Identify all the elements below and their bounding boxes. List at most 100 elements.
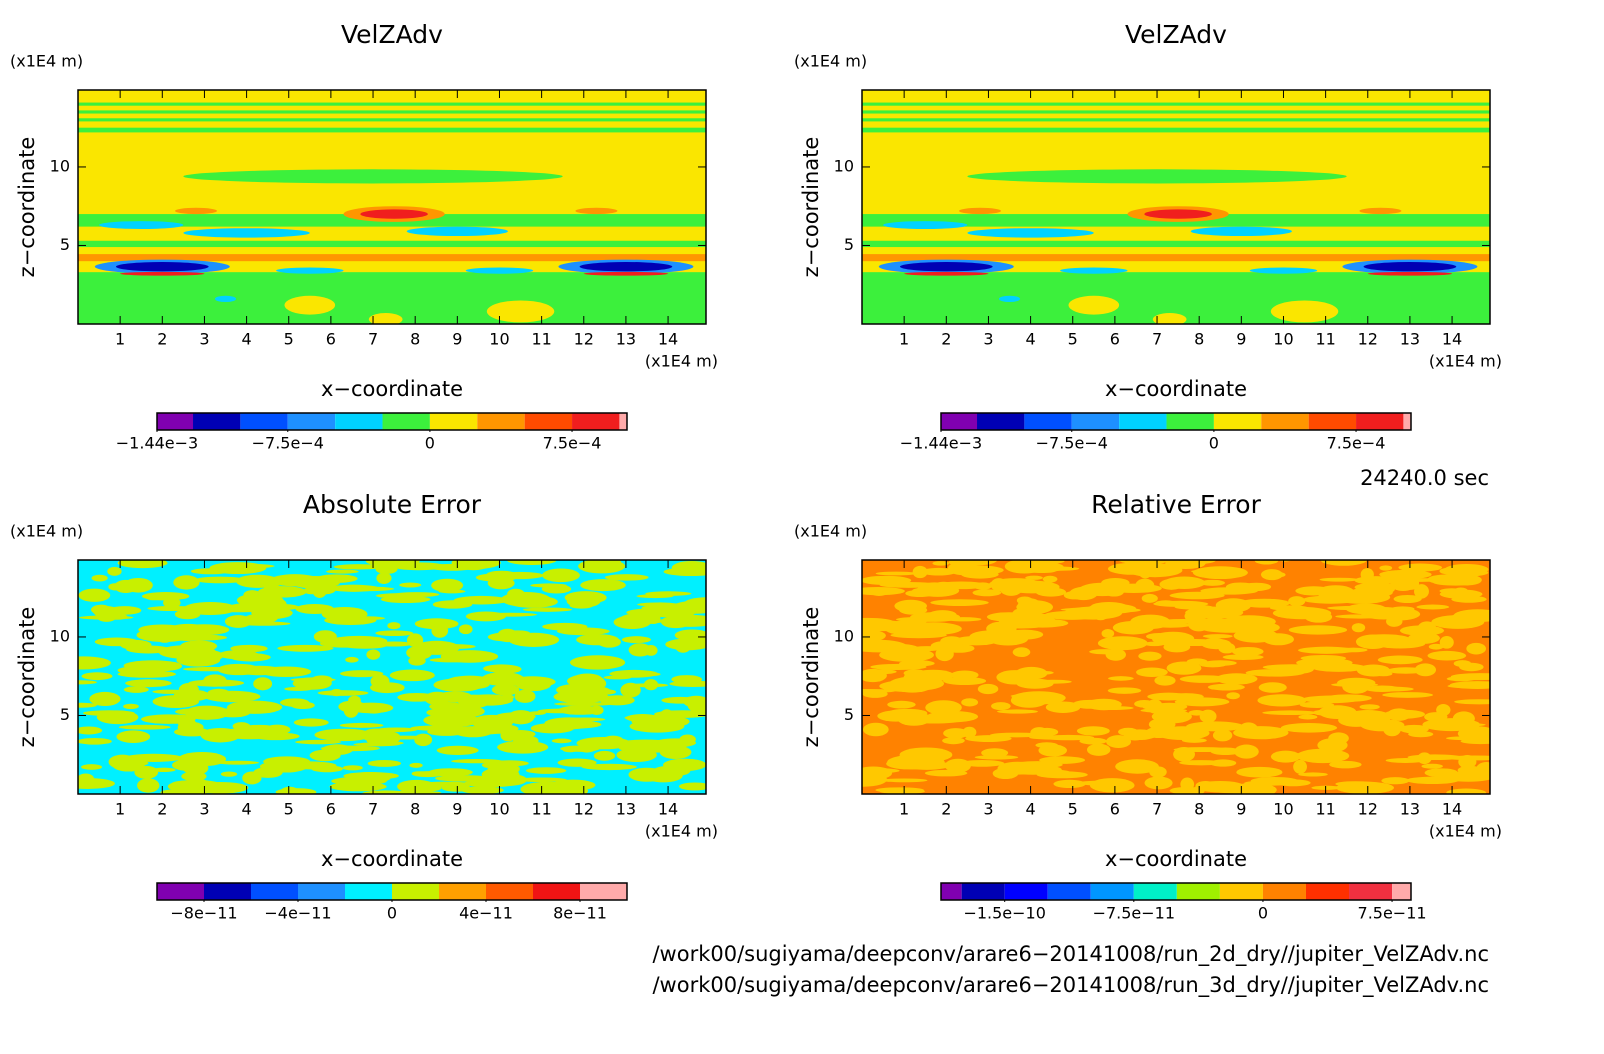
contour-blob [1356, 634, 1412, 647]
contour-blob [243, 590, 262, 600]
x-tick-label: 3 [199, 800, 209, 819]
contour-blob [431, 578, 464, 593]
contour-blob [333, 564, 384, 570]
contour-blob [251, 732, 300, 741]
contour-blob [1320, 560, 1368, 566]
contour-blob [1439, 636, 1454, 649]
contour-blob [1187, 617, 1210, 632]
contour-blob [436, 745, 479, 755]
contour-blob [875, 787, 924, 793]
contour-blob [116, 730, 151, 744]
contour-blob [114, 579, 138, 594]
x-tick-label: 8 [410, 800, 420, 819]
y-axis-label: z−coordinate [799, 137, 823, 278]
contour-blob [367, 760, 402, 767]
contour-blob [1152, 313, 1187, 324]
contour-blob [242, 771, 262, 785]
contour-blob [944, 758, 971, 773]
contour-blob [1151, 709, 1192, 724]
contour-blob [880, 778, 928, 783]
contour-blob [912, 612, 928, 625]
colorbar-segment [977, 413, 1025, 430]
x-tick-label: 9 [452, 800, 462, 819]
contour-blob [264, 724, 291, 735]
contour-blob [203, 674, 227, 687]
contour-blob [1238, 722, 1259, 737]
contour-blob [1243, 630, 1260, 641]
contour-blob [556, 683, 597, 697]
contour-blob [580, 579, 626, 592]
contour-blob [912, 565, 928, 579]
contour-blob [877, 710, 915, 722]
contour-blob [592, 678, 607, 689]
contour-blob [81, 764, 103, 770]
x-tick-label: 13 [616, 330, 636, 349]
colorbar-tick-label: 0 [387, 904, 397, 923]
x-tick-label: 12 [574, 800, 594, 819]
contour-blob [557, 758, 597, 767]
x-tick-label: 1 [115, 330, 125, 349]
colorbar-tick-label: −7.5e−4 [1036, 434, 1108, 453]
contour-field [78, 90, 706, 324]
contour-blob [988, 578, 1042, 591]
contour-blob [1106, 735, 1132, 749]
contour-blob [409, 762, 423, 768]
contour-blob [1236, 766, 1283, 778]
contour-blob [1275, 779, 1311, 787]
contour-blob [330, 635, 388, 646]
x-tick-label: 6 [1110, 330, 1120, 349]
contour-blob [1118, 727, 1139, 736]
contour-blob [81, 672, 113, 681]
contour-blob [230, 644, 268, 653]
colorbar-tick-label: −7.5e−11 [1093, 904, 1175, 923]
colorbar-tick-label: −1.44e−3 [116, 434, 198, 453]
contour-blob [998, 622, 1045, 629]
contour-blob [575, 207, 618, 215]
contour-blob [339, 670, 384, 678]
x-unit: (x1E4 m) [645, 822, 718, 841]
contour-band [862, 127, 1490, 133]
plot-frame [861, 559, 1491, 795]
contour-blob [376, 572, 392, 584]
contour-blob [1016, 600, 1053, 615]
x-tick-label: 11 [1315, 800, 1335, 819]
contour-blob [1144, 641, 1165, 647]
colorbar-segment [486, 883, 533, 900]
contour-blob [290, 576, 341, 589]
x-tick-label: 8 [1194, 800, 1204, 819]
contour-blob [862, 629, 886, 643]
contour-blob [1311, 785, 1342, 790]
contour-blob [1245, 669, 1305, 677]
colorbar-segment [1392, 883, 1411, 900]
contour-blob [621, 636, 652, 644]
contour-blob [1421, 763, 1443, 769]
contour-blob [339, 722, 384, 728]
colorbar-tick-label: −4e−11 [264, 904, 331, 923]
contour-blob [862, 767, 900, 774]
contour-band [78, 102, 706, 106]
contour-blob [236, 621, 291, 626]
contour-blob [1011, 608, 1027, 622]
contour-blob [551, 738, 572, 744]
contour-blob [1272, 606, 1332, 620]
y-axis-label: z−coordinate [15, 137, 39, 278]
x-tick-label: 5 [284, 330, 294, 349]
contour-blob [1288, 625, 1348, 635]
contour-blob [1010, 694, 1051, 698]
contour-field [78, 560, 706, 794]
contour-blob [1036, 771, 1088, 779]
contour-blob [414, 733, 433, 747]
contour-blob [1174, 697, 1230, 707]
contour-blob [1416, 604, 1450, 610]
x-tick-label: 3 [983, 330, 993, 349]
x-unit: (x1E4 m) [1429, 822, 1502, 841]
contour-blob [613, 615, 651, 630]
contour-blob [1302, 595, 1360, 604]
contour-blob [1445, 568, 1489, 577]
contour-blob [218, 650, 259, 660]
contour-blob [1446, 755, 1490, 761]
contour-blob [258, 586, 307, 598]
contour-blob [556, 627, 610, 636]
contour-blob [1414, 584, 1429, 599]
contour-blob [687, 698, 706, 713]
